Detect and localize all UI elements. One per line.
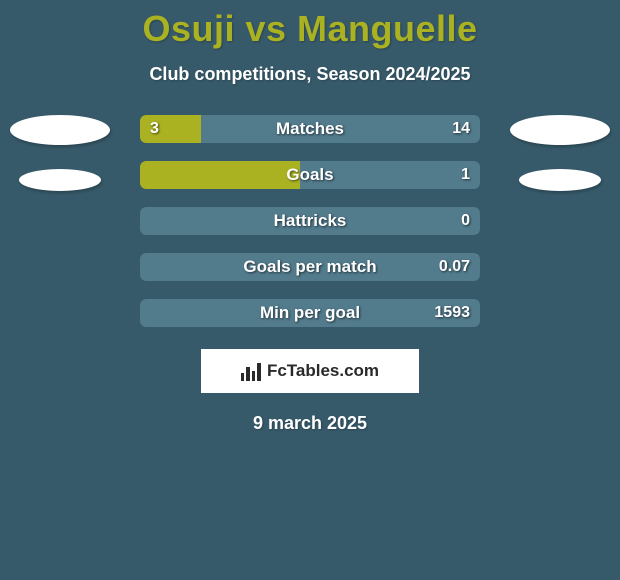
- comparison-infographic: Osuji vs Manguelle Club competitions, Se…: [0, 0, 620, 580]
- page-subtitle: Club competitions, Season 2024/2025: [0, 64, 620, 85]
- left-player-badges: [10, 115, 110, 215]
- right-ellipse-2: [519, 169, 601, 191]
- chart-area: 3 Matches 14 Goals 1 Hattricks 0: [0, 115, 620, 335]
- right-player-badges: [510, 115, 610, 215]
- bar-row-matches: 3 Matches 14: [140, 115, 480, 143]
- bar-row-min-per-goal: Min per goal 1593: [140, 299, 480, 327]
- stat-bars: 3 Matches 14 Goals 1 Hattricks 0: [140, 115, 480, 345]
- bar-label: Goals: [140, 161, 480, 189]
- bar-row-goals-per-match: Goals per match 0.07: [140, 253, 480, 281]
- left-ellipse-2: [19, 169, 101, 191]
- page-title: Osuji vs Manguelle: [0, 0, 620, 50]
- attribution: FcTables.com: [241, 361, 379, 381]
- bar-right-value: 14: [442, 115, 480, 143]
- bar-right-value: 1: [451, 161, 480, 189]
- bar-row-goals: Goals 1: [140, 161, 480, 189]
- bar-right-value: 1593: [424, 299, 480, 327]
- bar-right-value: 0: [451, 207, 480, 235]
- right-ellipse-1: [510, 115, 610, 145]
- bar-row-hattricks: Hattricks 0: [140, 207, 480, 235]
- bar-right-value: 0.07: [429, 253, 480, 281]
- bar-label: Hattricks: [140, 207, 480, 235]
- attribution-box: FcTables.com: [201, 349, 419, 393]
- attribution-text: FcTables.com: [267, 361, 379, 381]
- left-ellipse-1: [10, 115, 110, 145]
- bar-chart-icon: [241, 361, 261, 381]
- date-stamp: 9 march 2025: [0, 413, 620, 434]
- bar-label: Matches: [140, 115, 480, 143]
